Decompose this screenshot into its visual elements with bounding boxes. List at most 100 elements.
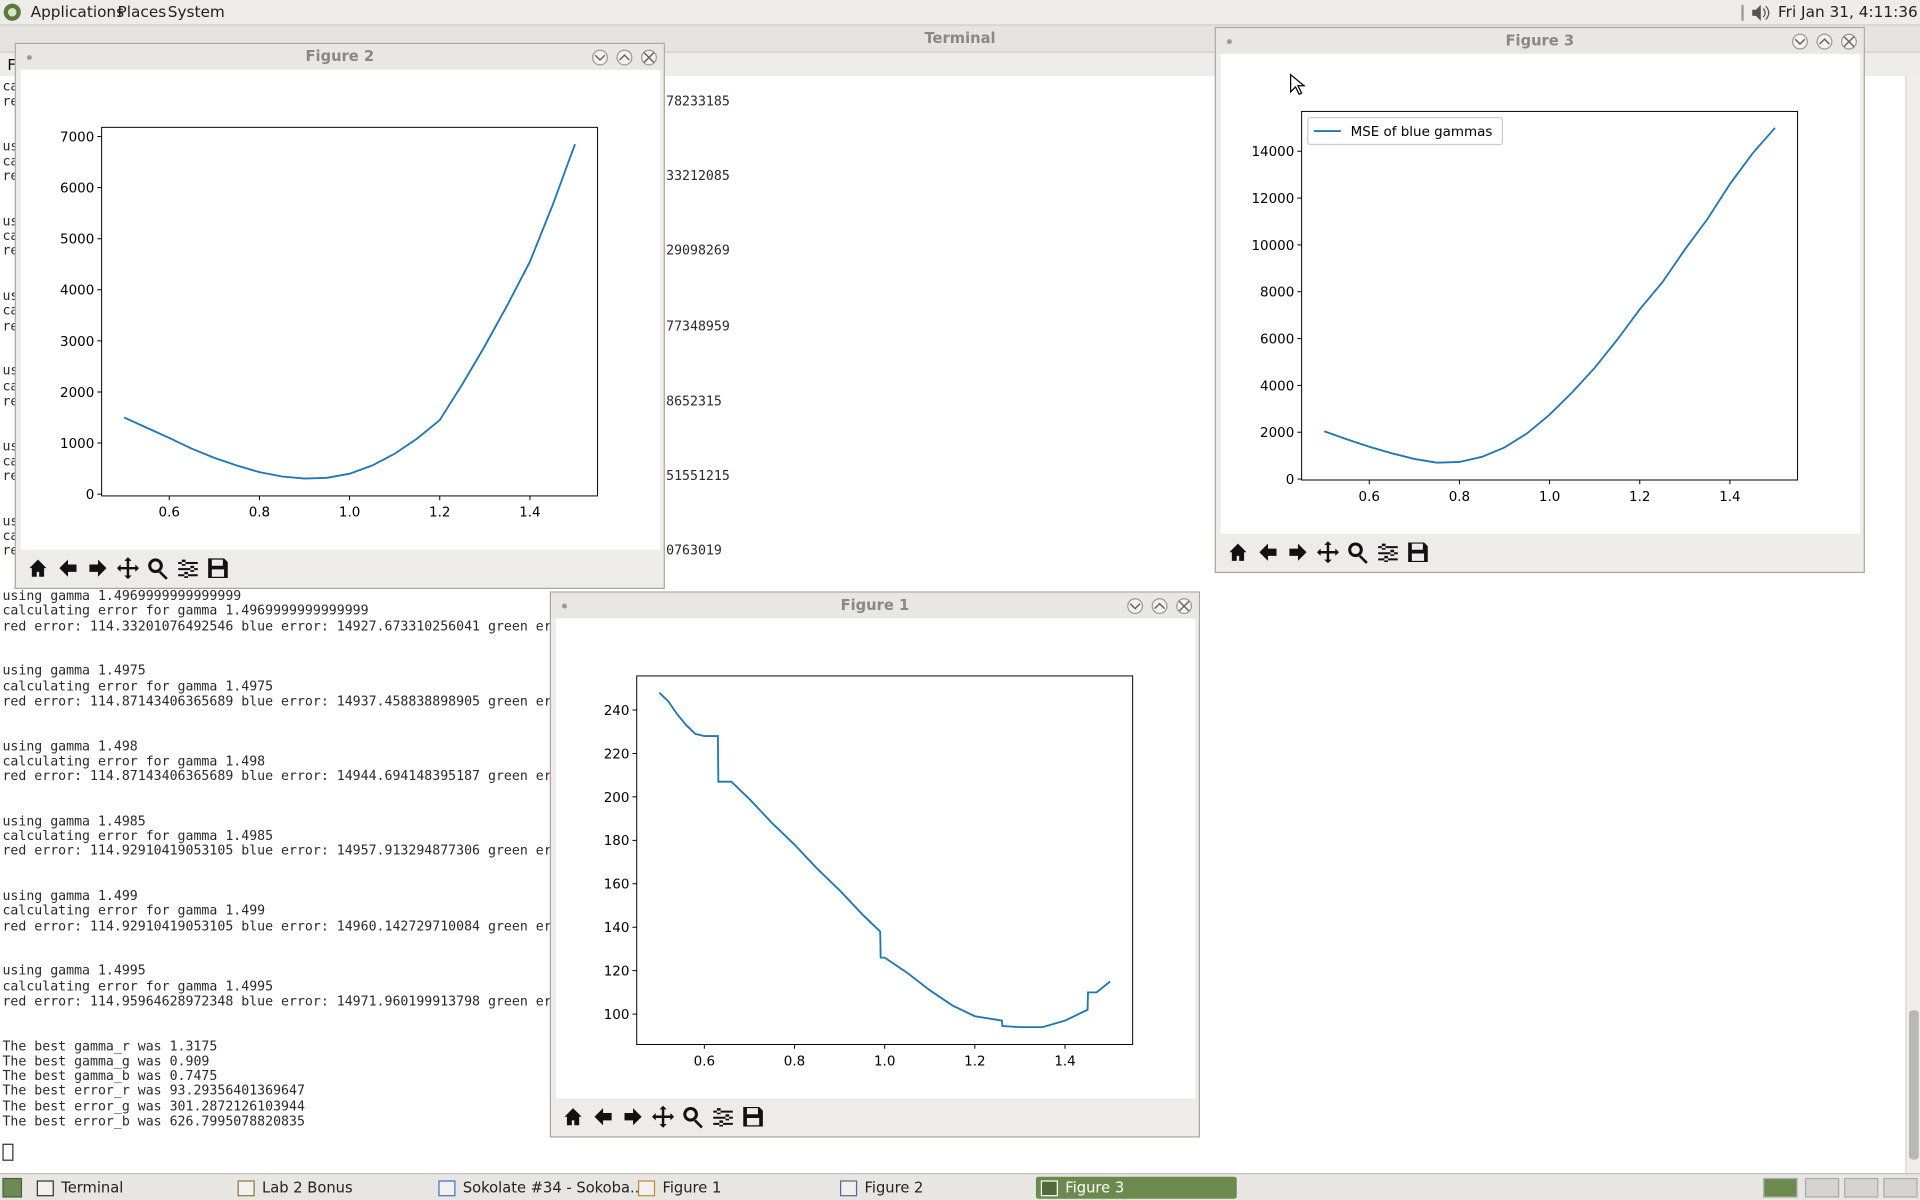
toolbar-button[interactable]	[1259, 543, 1277, 561]
toolbar-button[interactable]	[1348, 542, 1368, 564]
terminal-line-fragment: us	[2, 437, 19, 454]
terminal-line-fragment: re	[2, 392, 19, 409]
toolbar-button[interactable]	[743, 1106, 763, 1127]
x-tick-label: 0.6	[159, 506, 180, 521]
terminal-line: The best error_r was 93.29356401369647	[2, 1082, 305, 1099]
toolbar-button[interactable]	[1408, 542, 1428, 563]
menu-fragment[interactable]: F	[7, 56, 16, 74]
taskbar-label: Figure 2	[864, 1179, 924, 1197]
toolbar-icon	[59, 559, 77, 577]
toolbar-button[interactable]	[1229, 543, 1247, 561]
taskbar-item[interactable]: Figure 1	[633, 1177, 834, 1199]
toolbar-button[interactable]	[148, 558, 168, 580]
taskbar-item[interactable]: Lab 2 Bonus	[233, 1177, 434, 1199]
toolbar-icon	[1316, 541, 1339, 564]
show-desktop[interactable]	[2, 1177, 23, 1198]
window-button[interactable]	[1816, 33, 1833, 50]
toolbar-icon	[713, 1108, 733, 1127]
terminal-line-fragment: re	[2, 467, 19, 484]
dot	[26, 55, 32, 60]
window-button-glyph	[1154, 602, 1166, 610]
window-button[interactable]	[1792, 33, 1808, 50]
toolbar-button[interactable]	[59, 559, 77, 577]
toolbar-icon	[564, 1108, 582, 1126]
toolbar-button[interactable]	[713, 1108, 733, 1127]
toolbar-icon	[178, 559, 198, 578]
legend-label: MSE of blue gammas	[1351, 125, 1493, 140]
workspace[interactable]	[1883, 1177, 1918, 1198]
toolbar-button[interactable]	[683, 1106, 703, 1129]
figure-window: Figure 3 0 2000 4000 6000 8000 10000 12000 14000…	[1214, 26, 1865, 574]
window-controls[interactable]	[1127, 598, 1200, 615]
terminal-line-fragment: us	[2, 362, 19, 379]
scrollbar[interactable]	[1905, 75, 1920, 1174]
window-titlebar: Figure 3	[1215, 28, 1864, 54]
toolbar-button[interactable]	[1289, 543, 1307, 561]
window-button[interactable]	[592, 49, 608, 66]
window-controls[interactable]	[591, 49, 664, 66]
terminal-line: using gamma 1.4985	[2, 812, 146, 829]
terminal-line: The best gamma_g was 0.909	[2, 1052, 210, 1069]
window-controls[interactable]	[1791, 33, 1864, 50]
toolbar-button[interactable]	[208, 558, 228, 578]
taskbar-label: Lab 2 Bonus	[262, 1179, 353, 1197]
workspace[interactable]	[1763, 1177, 1798, 1198]
toolbar-button[interactable]	[594, 1108, 612, 1126]
taskbar-icon	[237, 1180, 255, 1197]
terminal-line: red error: 114.33201076492546 blue error…	[2, 617, 552, 634]
x-tick-label: 1.0	[1539, 490, 1560, 505]
taskbar-item[interactable]: Terminal	[32, 1177, 233, 1199]
x-tick-label: 1.4	[1054, 1054, 1075, 1069]
clock[interactable]: Fri Jan 31, 4:11:36 PM	[1777, 2, 1920, 21]
toolbar-button[interactable]	[624, 1108, 642, 1126]
toolbar-button[interactable]	[1378, 543, 1398, 563]
terminal-line-fragment: re	[2, 93, 19, 109]
data-line	[1323, 127, 1776, 464]
window-button[interactable]	[1127, 598, 1144, 615]
mouse-cursor	[1290, 73, 1306, 96]
y-tick-label: 4000	[60, 284, 94, 299]
x-tick-label: 0.6	[1359, 490, 1380, 505]
y-tick-label: 10000	[1251, 239, 1294, 254]
y-tick-label: 3000	[60, 335, 94, 350]
toolbar-button[interactable]	[29, 559, 47, 577]
terminal-line-fragment: 77348959	[666, 317, 730, 334]
window-button[interactable]	[616, 49, 633, 66]
axes-frame	[101, 126, 599, 497]
workspace[interactable]	[1844, 1177, 1879, 1198]
toolbar-button[interactable]	[564, 1108, 582, 1126]
y-tick-label: 120	[604, 965, 630, 980]
toolbar-icon	[208, 558, 228, 578]
toolbar-icon	[1408, 542, 1428, 563]
distro-icon	[3, 3, 21, 21]
taskbar-label: Sokolate #34 - Sokoba...	[462, 1179, 645, 1197]
toolbar-button[interactable]	[1316, 541, 1339, 564]
terminal-line: calculating error for gamma 1.498	[2, 752, 266, 769]
window-button-glyph	[1843, 36, 1855, 48]
terminal-line: calculating error for gamma 1.499	[2, 902, 266, 919]
toolbar-button[interactable]	[178, 559, 198, 578]
menu-item[interactable]: System	[167, 2, 225, 21]
terminal-line: The best gamma_b was 0.7475	[2, 1067, 218, 1084]
scroll-thumb[interactable]	[1908, 1010, 1919, 1160]
terminal-line-fragment: ca	[2, 302, 19, 319]
y-tick-label: 100	[604, 1008, 630, 1023]
toolbar-button[interactable]	[116, 557, 139, 580]
menu-item[interactable]: Applications	[30, 2, 125, 21]
taskbar-icon	[36, 1180, 54, 1197]
x-tick-label: 0.6	[694, 1054, 715, 1069]
terminal-line-fragment: ca	[2, 377, 19, 394]
taskbar-icon	[637, 1180, 656, 1197]
toolbar-icon	[29, 559, 47, 577]
toolbar-button[interactable]	[89, 559, 107, 577]
taskbar-item[interactable]: Figure 3	[1035, 1176, 1237, 1199]
taskbar-label: Figure 1	[662, 1179, 722, 1197]
y-tick-label: 0	[86, 488, 95, 503]
window-button[interactable]	[1151, 598, 1168, 615]
taskbar-item[interactable]: Sokolate #34 - Sokoba...	[433, 1177, 644, 1199]
menu-item[interactable]: Places	[117, 2, 167, 21]
tray-icons[interactable]	[1741, 4, 1773, 22]
workspace[interactable]	[1804, 1177, 1840, 1198]
taskbar-item[interactable]: Figure 2	[835, 1177, 1036, 1199]
toolbar-button[interactable]	[652, 1105, 675, 1128]
